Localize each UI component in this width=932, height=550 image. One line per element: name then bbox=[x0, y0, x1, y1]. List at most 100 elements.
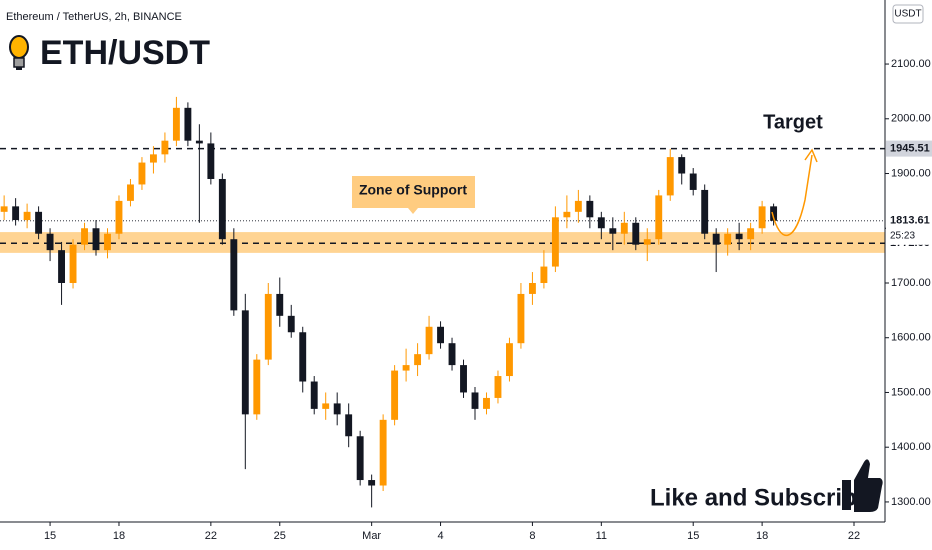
candle-body bbox=[0, 206, 8, 212]
last-price-label: 1813.61 bbox=[890, 215, 930, 227]
candle-body bbox=[310, 381, 318, 409]
candle-body bbox=[356, 436, 364, 481]
candle-body bbox=[597, 217, 605, 229]
candle-body bbox=[115, 200, 123, 234]
candle-body bbox=[563, 211, 571, 218]
candle-body bbox=[81, 228, 88, 245]
y-tick-label: 1400.00 bbox=[891, 441, 931, 453]
countdown: 25:23 bbox=[890, 230, 915, 241]
candle-body bbox=[551, 217, 559, 267]
candle-body bbox=[253, 359, 261, 415]
candle-body bbox=[701, 189, 709, 234]
candle-body bbox=[218, 178, 226, 240]
candle-body bbox=[241, 310, 249, 415]
candle-body bbox=[322, 403, 330, 409]
candle-body bbox=[333, 403, 341, 415]
candle-body bbox=[586, 200, 594, 218]
candle-body bbox=[414, 354, 422, 366]
x-tick-label: 22 bbox=[848, 530, 860, 542]
candle-body bbox=[172, 107, 180, 141]
candle-body bbox=[494, 376, 502, 398]
candle-body bbox=[264, 293, 272, 360]
candle-body bbox=[368, 480, 376, 486]
candle-body bbox=[724, 233, 732, 245]
candle-body bbox=[678, 157, 686, 174]
level-label: 1945.51 bbox=[890, 143, 930, 155]
level-label-box bbox=[886, 140, 932, 157]
candle-body bbox=[276, 293, 284, 316]
candle-body bbox=[747, 228, 755, 240]
candle-body bbox=[506, 343, 513, 377]
y-tick-label: 2000.00 bbox=[891, 113, 931, 125]
bulb-icon bbox=[9, 35, 29, 70]
zone-label-box bbox=[352, 176, 475, 214]
candle-body bbox=[207, 143, 215, 179]
candle-body bbox=[104, 233, 111, 251]
x-tick-label: 25 bbox=[274, 530, 286, 542]
x-tick-label: 18 bbox=[113, 530, 125, 542]
y-tick-label: 1700.00 bbox=[891, 277, 931, 289]
x-tick-label: 8 bbox=[529, 530, 535, 542]
candle-body bbox=[149, 154, 157, 163]
currency: USDT bbox=[894, 9, 921, 20]
thumbs-up-icon bbox=[842, 459, 883, 512]
cta: Like and Subscribe bbox=[650, 484, 870, 511]
candle-body bbox=[448, 343, 456, 366]
candle-body bbox=[666, 157, 674, 196]
candle-body bbox=[735, 233, 743, 240]
candle-body bbox=[195, 140, 203, 144]
candle-body bbox=[517, 293, 525, 344]
x-tick-label: 15 bbox=[44, 530, 56, 542]
candle-body bbox=[483, 397, 490, 409]
y-tick-label: 2100.00 bbox=[891, 58, 931, 70]
candle-body bbox=[689, 173, 697, 190]
candle-body bbox=[574, 200, 582, 212]
y-tick-label: 1300.00 bbox=[891, 496, 931, 508]
candle-body bbox=[35, 211, 43, 234]
y-tick-label: 1900.00 bbox=[891, 167, 931, 179]
candle-body bbox=[609, 228, 617, 234]
candle-body bbox=[379, 419, 387, 486]
candle-body bbox=[391, 370, 399, 420]
candle-body bbox=[92, 228, 100, 251]
candle-body bbox=[46, 233, 54, 251]
x-tick-label: 18 bbox=[756, 530, 768, 542]
x-tick-label: 15 bbox=[687, 530, 699, 542]
candle-body bbox=[655, 195, 663, 240]
candle-body bbox=[758, 206, 766, 229]
target-arrowhead bbox=[804, 148, 818, 163]
target-label: Target bbox=[763, 111, 823, 133]
candle-body bbox=[138, 162, 146, 185]
candle-body bbox=[528, 282, 536, 294]
candle-body bbox=[12, 206, 20, 221]
zone-label: Zone of Support bbox=[359, 182, 467, 198]
candle-body bbox=[620, 222, 628, 234]
candle-body bbox=[540, 266, 548, 283]
candle-body bbox=[770, 206, 778, 221]
chart-title: ETH/USDT bbox=[40, 34, 210, 72]
candle-body bbox=[712, 233, 720, 245]
candle-body bbox=[127, 184, 134, 201]
candle-body bbox=[161, 140, 169, 155]
x-tick-label: 4 bbox=[437, 530, 443, 542]
y-tick-label: 1600.00 bbox=[891, 332, 931, 344]
chart-subtitle: Ethereum / TetherUS, 2h, BINANCE bbox=[6, 11, 182, 23]
target-arrow bbox=[771, 154, 813, 236]
candle-body bbox=[230, 239, 238, 311]
last-price-box bbox=[886, 212, 932, 245]
candle-body bbox=[460, 365, 467, 393]
currency-box bbox=[892, 4, 924, 24]
candle-body bbox=[471, 392, 479, 409]
candle-body bbox=[402, 365, 410, 371]
candle-body bbox=[437, 326, 444, 344]
candle-body bbox=[632, 222, 640, 245]
x-tick-label: 11 bbox=[596, 530, 607, 542]
candle-body bbox=[58, 250, 66, 283]
candle-body bbox=[184, 107, 192, 141]
candle-body bbox=[287, 315, 295, 333]
x-tick-label: 22 bbox=[205, 530, 217, 542]
candle-body bbox=[345, 414, 353, 437]
